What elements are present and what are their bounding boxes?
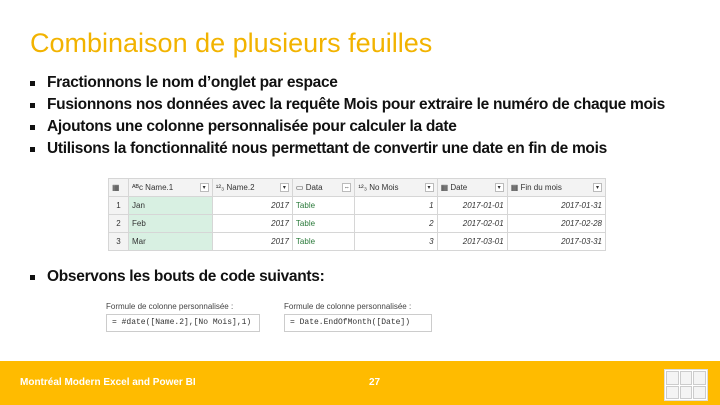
expand-icon[interactable]: ⇔ [342,183,352,192]
table-row: 3 Mar 2017 Table 3 2017-03-01 2017-03-31 [108,232,607,251]
chevron-down-icon[interactable]: ▾ [593,183,602,192]
chevron-down-icon[interactable]: ▾ [494,183,504,192]
query-preview-table: ▦ ᴬᴮc Name.1 ▾ ¹²₃ Name.2 ▾ ▭ Data ⇔ ¹²₃ No… [108,178,607,251]
column-header[interactable]: ᴬᴮc Name.1 ▾ [128,178,213,197]
chevron-down-icon[interactable]: ▾ [424,183,434,192]
formula-panel: Formule de colonne personnalisée : = Dat… [284,302,432,332]
bullet: Fusionnons nos données avec la requête M… [30,94,665,116]
bullet-list: Fractionnons le nom d’onglet par espace … [30,72,665,160]
column-header[interactable]: ▦ Fin du mois ▾ [506,178,607,197]
column-header[interactable]: ▭ Data ⇔ [291,178,356,197]
column-header[interactable]: ¹²₃ No Mois ▾ [354,178,438,197]
formula-input[interactable]: = Date.EndOfMonth([Date]) [284,314,432,332]
bullet: Ajoutons une colonne personnalisée pour … [30,116,665,138]
column-header[interactable]: ¹²₃ Name.2 ▾ [211,178,293,197]
formula-input[interactable]: = #date([Name.2],[No Mois],1) [106,314,260,332]
table-select-all[interactable]: ▦ [108,178,129,197]
footer: Montréal Modern Excel and Power BI 27 [0,361,720,405]
bullet-list-2: Observons les bouts de code suivants: [30,266,325,288]
chevron-down-icon[interactable]: ▾ [199,183,209,192]
slide-title: Combinaison de plusieurs feuilles [30,28,433,58]
page-number: 27 [369,377,381,388]
column-header[interactable]: ▦ Date ▾ [436,178,508,197]
charts-logo-icon [664,369,708,401]
bullet: Fractionnons le nom d’onglet par espace [30,72,665,94]
bullet: Utilisons la fonctionnalité nous permett… [30,138,665,160]
formula-panel: Formule de colonne personnalisée : = #da… [106,302,260,332]
table-row: 2 Feb 2017 Table 2 2017-02-01 2017-02-28 [108,214,607,233]
bullet: Observons les bouts de code suivants: [30,266,325,288]
formula-label: Formule de colonne personnalisée : [106,302,234,311]
formula-label: Formule de colonne personnalisée : [284,302,412,311]
footer-text: Montréal Modern Excel and Power BI [20,377,196,388]
table-row: 1 Jan 2017 Table 1 2017-01-01 2017-01-31 [108,196,607,215]
chevron-down-icon[interactable]: ▾ [279,183,289,192]
